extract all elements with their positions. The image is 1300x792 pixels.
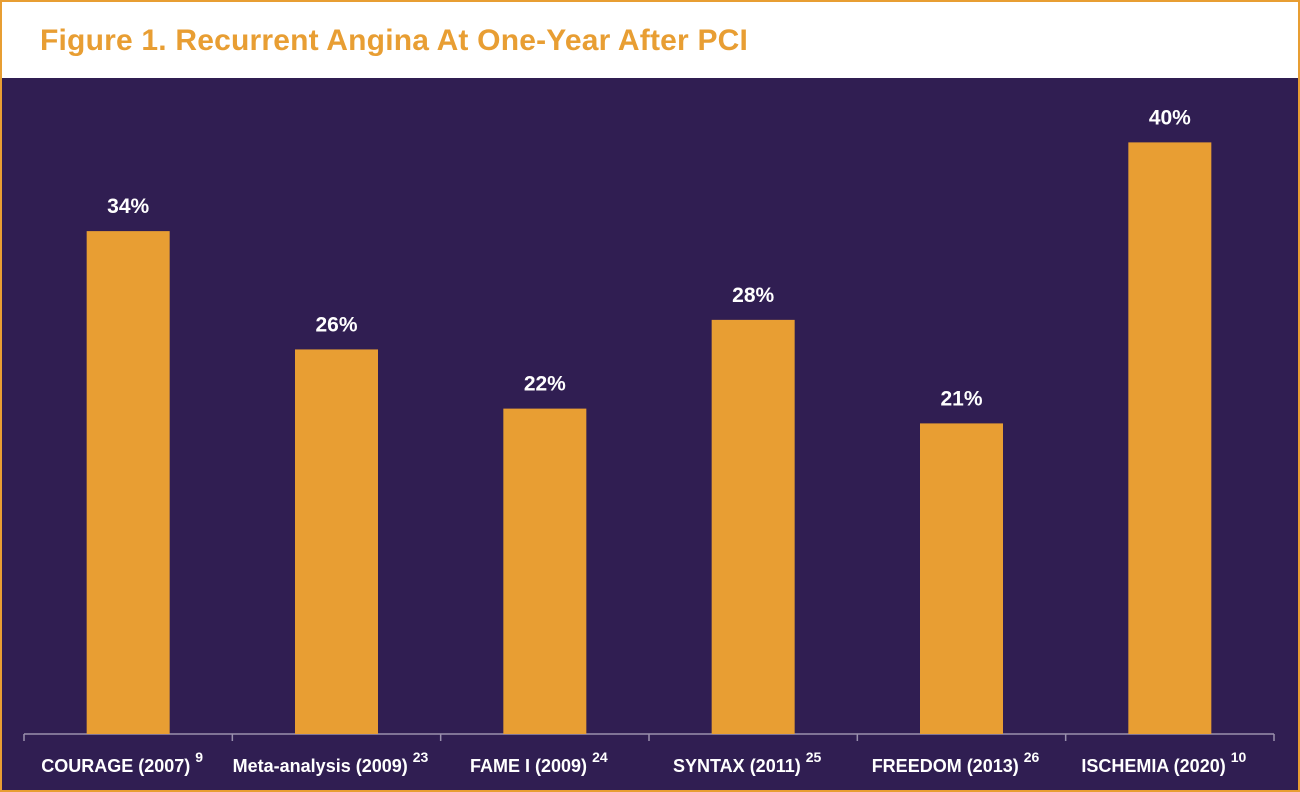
reference-superscript: 26 <box>1024 749 1040 765</box>
data-label: 22% <box>524 373 566 396</box>
bar-3 <box>503 408 587 734</box>
x-tick-label: SYNTAX (2011) 25 <box>673 749 822 776</box>
bar-5 <box>920 423 1003 734</box>
data-label: 28% <box>732 284 774 307</box>
plot-area: 34% COURAGE (2007) 9 26% Meta-analysis (200… <box>2 78 1298 790</box>
x-tick-label: FAME I (2009) 24 <box>470 749 608 776</box>
data-label: 40% <box>1149 106 1191 129</box>
reference-superscript: 23 <box>413 749 429 765</box>
chart-title: Figure 1. Recurrent Angina At One-Year A… <box>40 24 749 57</box>
x-tick-label: Meta-analysis (2009) 23 <box>233 749 429 776</box>
bar-chart: 34% COURAGE (2007) 9 26% Meta-analysis (200… <box>23 106 1275 776</box>
reference-superscript: 25 <box>806 749 822 765</box>
x-tick-label: COURAGE (2007) 9 <box>41 749 203 776</box>
data-label: 34% <box>107 195 149 218</box>
reference-superscript: 9 <box>195 749 203 765</box>
bar-1 <box>86 231 170 734</box>
bar-4 <box>711 319 795 734</box>
x-tick-label: ISCHEMIA (2020) 10 <box>1081 749 1246 776</box>
data-label: 21% <box>940 387 982 410</box>
reference-superscript: 10 <box>1231 749 1247 765</box>
x-tick-label: FREEDOM (2013) 26 <box>872 749 1040 776</box>
bar-6 <box>1128 142 1212 735</box>
data-label: 26% <box>315 313 357 336</box>
reference-superscript: 24 <box>592 749 608 765</box>
bar-2 <box>295 349 378 734</box>
